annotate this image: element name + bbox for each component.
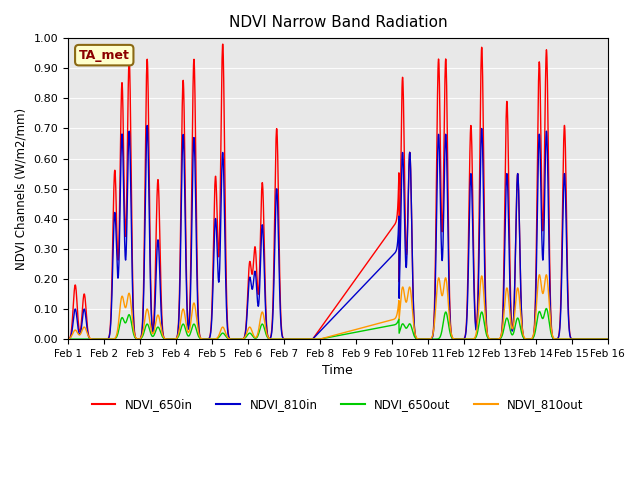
- Legend: NDVI_650in, NDVI_810in, NDVI_650out, NDVI_810out: NDVI_650in, NDVI_810in, NDVI_650out, NDV…: [87, 393, 589, 416]
- Title: NDVI Narrow Band Radiation: NDVI Narrow Band Radiation: [228, 15, 447, 30]
- Text: TA_met: TA_met: [79, 48, 130, 61]
- X-axis label: Time: Time: [323, 364, 353, 377]
- Y-axis label: NDVI Channels (W/m2/mm): NDVI Channels (W/m2/mm): [15, 108, 28, 270]
